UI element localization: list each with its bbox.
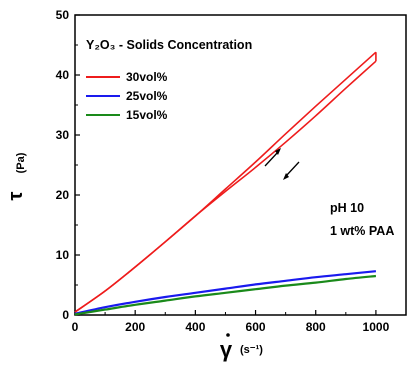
direction-arrow-up — [264, 148, 281, 167]
legend-title-text: Y₂O₃ - Solids Concentration — [86, 38, 252, 52]
y-axis-unit: (Pa) — [15, 152, 27, 173]
y-tick-label: 30 — [56, 128, 70, 142]
series-line-30vol--down — [74, 60, 377, 313]
y-axis-label: τ (Pa) — [5, 152, 27, 200]
x-axis-symbol: γ — [220, 337, 233, 362]
legend-label-30vol: 30vol% — [126, 70, 168, 84]
x-tick-label: 1000 — [363, 320, 390, 334]
y-tick-label: 40 — [56, 68, 70, 82]
annotation-paa: 1 wt% PAA — [330, 224, 394, 238]
y-axis-symbol: τ — [5, 191, 27, 200]
legend-title: Y₂O₃ - Solids Concentration — [86, 38, 252, 52]
x-tick-label: 200 — [125, 320, 145, 334]
plot-frame — [74, 14, 407, 316]
series-layer — [74, 51, 377, 316]
series-line-30vol--up — [74, 51, 377, 313]
x-axis-symbol-dot — [226, 333, 230, 337]
direction-arrow-down — [283, 161, 300, 180]
y-tick-label: 20 — [56, 188, 70, 202]
x-tick-label: 800 — [306, 320, 326, 334]
y-axis: 0 10 20 30 40 50 — [56, 8, 80, 322]
legend-label-25vol: 25vol% — [126, 89, 168, 103]
x-axis: 0 200 400 600 800 1000 — [72, 310, 390, 334]
annotation-ph: pH 10 — [330, 201, 364, 215]
x-tick-label: 400 — [185, 320, 205, 334]
y-tick-label: 10 — [56, 248, 70, 262]
y-tick-label: 0 — [62, 308, 69, 322]
x-axis-unit: (s⁻¹) — [240, 344, 263, 356]
legend-label-15vol: 15vol% — [126, 108, 168, 122]
x-tick-label: 0 — [72, 320, 79, 334]
x-tick-label: 600 — [246, 320, 266, 334]
legend: Y₂O₃ - Solids Concentration 30vol% 25vol… — [86, 38, 252, 122]
series-line-25vol- — [74, 270, 377, 315]
series-line-15vol- — [74, 274, 377, 316]
x-axis-label: γ (s⁻¹) — [220, 333, 263, 362]
y-tick-label: 50 — [56, 8, 70, 22]
